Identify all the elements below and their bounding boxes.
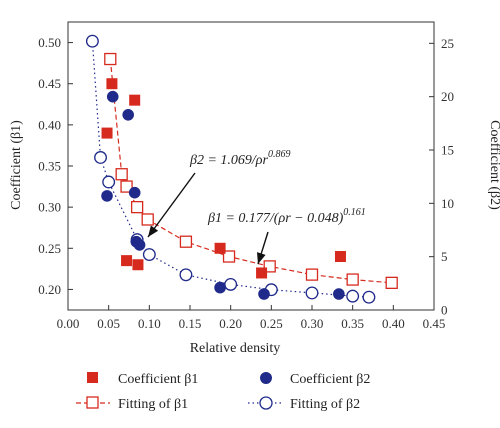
annotation-arrow-beta2 [147, 172, 196, 238]
x-tick-label: 0.35 [341, 316, 364, 331]
x-tick-label: 0.45 [423, 316, 446, 331]
data-points [85, 34, 398, 304]
x-tick-label: 0.05 [97, 316, 120, 331]
x-tick-label: 0.00 [57, 316, 80, 331]
fit-point-beta1 [120, 180, 133, 193]
data-point-beta2 [128, 186, 141, 199]
annotation-beta2-base: β2 = 1.069/ρr [189, 153, 269, 168]
data-point-beta2 [101, 190, 113, 202]
y-axis-left-label: Coefficient (β1) [9, 120, 24, 210]
axis-ticks: 0.00 0.05 0.10 0.15 0.20 0.25 0.30 0.35 0.40 0.45… [38, 35, 454, 331]
fit-point-beta1 [222, 250, 236, 263]
data-point-beta2 [258, 288, 270, 300]
data-point-beta1 [129, 94, 141, 106]
legend-label: Coefficient β2 [290, 372, 370, 387]
legend-item-fitting-beta1: Fitting of β1 [76, 396, 188, 412]
fit-point-beta2 [142, 248, 156, 261]
fit-point-beta2 [346, 289, 360, 303]
data-point-beta1 [132, 259, 144, 271]
fit-point-beta1 [141, 213, 154, 226]
annotation-beta1-base: β1 = 0.177/(ρr − 0.048) [207, 211, 344, 226]
fit-point-beta1 [305, 268, 319, 281]
fit-point-beta2 [305, 286, 319, 300]
data-point-beta2 [106, 90, 119, 103]
annotation-arrow-beta1-head [256, 252, 266, 264]
annotation-beta2-formula: β2 = 1.069/ρr0.869 [189, 149, 290, 168]
data-point-beta2 [214, 281, 226, 294]
data-point-beta1 [101, 127, 113, 139]
fit-point-beta2 [362, 290, 376, 304]
data-point-beta1 [121, 255, 133, 267]
fit-point-beta1 [104, 52, 117, 66]
x-tick-label: 0.15 [179, 316, 202, 331]
y-left-tick-label: 0.45 [38, 76, 61, 91]
x-tick-label: 0.30 [301, 316, 324, 331]
legend-marker-square-open [86, 396, 99, 409]
legend-marker-circle-open [259, 396, 273, 410]
x-tick-label: 0.40 [382, 316, 405, 331]
legend-label: Fitting of β2 [290, 397, 360, 412]
data-point-beta1 [214, 242, 226, 254]
legend-label: Coefficient β1 [118, 372, 198, 387]
data-point-beta2 [133, 239, 146, 251]
annotation-arrows [147, 172, 269, 265]
fit-point-beta2 [224, 277, 238, 291]
legend-item-fitting-beta2: Fitting of β2 [248, 396, 360, 412]
fit-lines [91, 41, 392, 298]
fit-point-beta2 [102, 175, 116, 189]
legend-marker-circle-filled [260, 372, 272, 384]
y-axis-right-label: Coefficient (β2) [487, 120, 500, 210]
annotation-beta1-formula: β1 = 0.177/(ρr − 0.048)0.161 [207, 207, 366, 226]
data-point-beta1 [256, 267, 268, 279]
legend: Coefficient β1 Coefficient β2 Fitting of… [76, 372, 370, 412]
y-right-tick-label: 10 [441, 196, 454, 211]
fit-point-beta1 [130, 200, 144, 214]
annotation-arrow-beta2-head [148, 225, 159, 237]
y-right-tick-label: 20 [441, 89, 454, 104]
y-right-tick-label: 25 [441, 36, 454, 51]
legend-marker-square-filled [87, 372, 98, 383]
annotation-beta2-exponent: 0.869 [268, 149, 291, 160]
legend-item-coefficient-beta2: Coefficient β2 [260, 372, 370, 387]
fit-point-beta1 [346, 273, 359, 286]
y-left-tick-label: 0.40 [38, 117, 61, 132]
fit-point-beta1 [179, 235, 193, 248]
data-point-beta2 [333, 288, 345, 300]
fit-point-beta1 [263, 260, 276, 273]
y-right-tick-label: 15 [441, 143, 454, 158]
fit-point-beta2 [179, 268, 193, 282]
y-right-tick-label: 0 [441, 303, 448, 318]
y-left-tick-label: 0.25 [38, 241, 61, 256]
legend-item-coefficient-beta1: Coefficient β1 [87, 372, 198, 387]
y-left-tick-label: 0.50 [38, 35, 61, 50]
y-left-tick-label: 0.30 [38, 200, 61, 215]
y-left-tick-label: 0.20 [38, 282, 61, 297]
x-axis-label: Relative density [190, 341, 281, 356]
legend-label: Fitting of β1 [118, 397, 188, 412]
data-point-beta1 [334, 251, 346, 263]
y-left-tick-label: 0.35 [38, 159, 61, 174]
annotation-beta1-exponent: 0.161 [343, 207, 366, 218]
x-tick-label: 0.10 [138, 316, 161, 331]
fit-point-beta1 [385, 276, 398, 289]
x-tick-label: 0.20 [219, 316, 242, 331]
fit-point-beta2 [85, 34, 99, 48]
data-point-beta1 [106, 78, 118, 90]
data-point-beta2 [122, 109, 134, 121]
fit-point-beta1 [115, 168, 128, 181]
x-tick-label: 0.25 [260, 316, 283, 331]
y-right-tick-label: 5 [441, 249, 448, 264]
fit-point-beta2 [94, 151, 107, 164]
